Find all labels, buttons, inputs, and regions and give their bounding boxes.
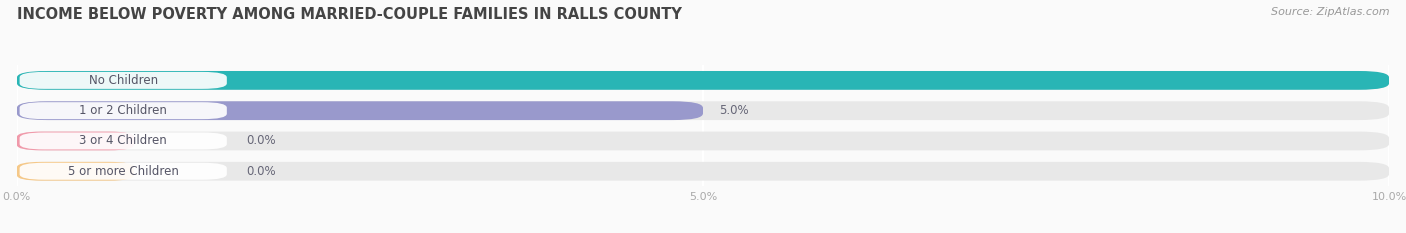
FancyBboxPatch shape [20,102,226,119]
Text: 0.0%: 0.0% [246,134,276,147]
Text: 5.0%: 5.0% [720,104,749,117]
FancyBboxPatch shape [17,101,1389,120]
FancyBboxPatch shape [17,71,1389,90]
FancyBboxPatch shape [17,162,134,181]
FancyBboxPatch shape [20,133,226,149]
FancyBboxPatch shape [17,162,1389,181]
FancyBboxPatch shape [20,72,226,89]
FancyBboxPatch shape [17,71,1389,90]
FancyBboxPatch shape [17,132,1389,150]
Text: INCOME BELOW POVERTY AMONG MARRIED-COUPLE FAMILIES IN RALLS COUNTY: INCOME BELOW POVERTY AMONG MARRIED-COUPL… [17,7,682,22]
Text: 3 or 4 Children: 3 or 4 Children [79,134,167,147]
Text: 1 or 2 Children: 1 or 2 Children [79,104,167,117]
Text: 0.0%: 0.0% [246,165,276,178]
FancyBboxPatch shape [17,132,134,150]
FancyBboxPatch shape [20,163,226,180]
Text: 5 or more Children: 5 or more Children [67,165,179,178]
Text: No Children: No Children [89,74,157,87]
FancyBboxPatch shape [17,101,703,120]
Text: Source: ZipAtlas.com: Source: ZipAtlas.com [1271,7,1389,17]
